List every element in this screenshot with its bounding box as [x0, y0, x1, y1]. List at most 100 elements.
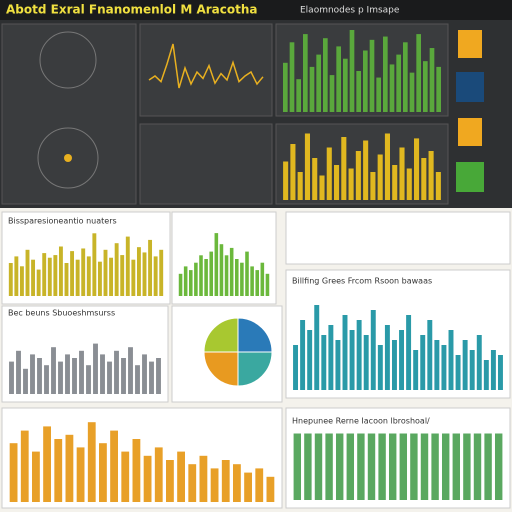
bar [58, 246, 63, 296]
panel [285, 269, 511, 399]
bar [399, 330, 405, 390]
bar [494, 433, 503, 500]
bar [183, 266, 188, 296]
bar [153, 256, 158, 296]
panel [275, 123, 449, 205]
bar [135, 365, 140, 394]
radar-panel [1, 23, 137, 205]
bar [356, 320, 362, 390]
bar [304, 433, 312, 500]
bar [159, 249, 164, 296]
bar [53, 255, 58, 296]
bar [441, 433, 450, 500]
bar [321, 335, 327, 390]
bar [142, 354, 147, 394]
bar [120, 255, 125, 296]
bar [316, 54, 321, 112]
bar [335, 433, 344, 500]
bar [14, 256, 19, 296]
bar [36, 269, 41, 296]
bar [86, 256, 91, 296]
bar [244, 472, 252, 502]
bar [148, 239, 153, 296]
bar [43, 426, 51, 502]
bar [376, 77, 381, 112]
bar [378, 433, 386, 500]
bar [490, 350, 496, 390]
bar [334, 165, 340, 200]
bar [300, 320, 306, 390]
panel-title: Hnepunee Rerne Iacoon lbroshoal/ [292, 417, 430, 426]
bar [8, 263, 13, 296]
bar [388, 433, 397, 500]
tile [456, 72, 484, 102]
bar [290, 144, 296, 200]
bar [240, 262, 244, 296]
pie-slice [237, 317, 273, 353]
bar [110, 430, 118, 502]
bar [452, 433, 461, 500]
bar [194, 262, 198, 296]
bar [224, 255, 229, 296]
bar [484, 433, 492, 500]
bar [79, 350, 84, 394]
panel [275, 23, 449, 117]
bar [473, 433, 482, 500]
bar [93, 343, 98, 394]
bar [293, 345, 299, 390]
bar [31, 259, 36, 296]
panel [1, 211, 171, 305]
bar [304, 133, 310, 200]
bar [307, 330, 313, 390]
panel-title: Billfing Grees Frcom Rsoon bawaas [292, 277, 432, 286]
bar [75, 259, 80, 296]
bar [377, 345, 383, 390]
bar [403, 42, 408, 112]
bar [70, 251, 75, 296]
bar [349, 30, 355, 112]
bar [143, 455, 152, 502]
bar [44, 365, 49, 394]
bar [369, 39, 375, 113]
bar [391, 340, 397, 390]
bar [47, 257, 52, 296]
bar [420, 433, 429, 500]
bar [72, 358, 77, 394]
bar [410, 433, 418, 500]
bar [319, 175, 325, 200]
bar [370, 310, 376, 390]
panel [1, 305, 169, 403]
bar [109, 257, 114, 296]
bar [283, 161, 289, 200]
bar [125, 236, 130, 296]
bar [87, 422, 96, 502]
bar [265, 273, 270, 296]
radar-center [64, 154, 72, 162]
bar [341, 137, 347, 200]
bar [65, 354, 70, 394]
bar [409, 72, 415, 112]
bar [336, 46, 341, 112]
bar [314, 433, 323, 500]
bar [99, 443, 107, 502]
bar [199, 255, 203, 296]
panel [285, 211, 511, 265]
bar [314, 305, 320, 390]
bar [214, 233, 219, 296]
bar [357, 433, 365, 500]
bar [343, 58, 348, 112]
bar [384, 325, 390, 390]
bar [483, 360, 489, 390]
bar [178, 273, 183, 296]
bar [436, 66, 441, 112]
bar [219, 244, 224, 296]
bar [9, 443, 18, 502]
bar [323, 38, 328, 113]
bar [399, 433, 408, 500]
bar [363, 335, 369, 390]
bar [297, 172, 303, 200]
bar [325, 433, 333, 500]
bar [423, 61, 428, 112]
bar [326, 147, 332, 200]
